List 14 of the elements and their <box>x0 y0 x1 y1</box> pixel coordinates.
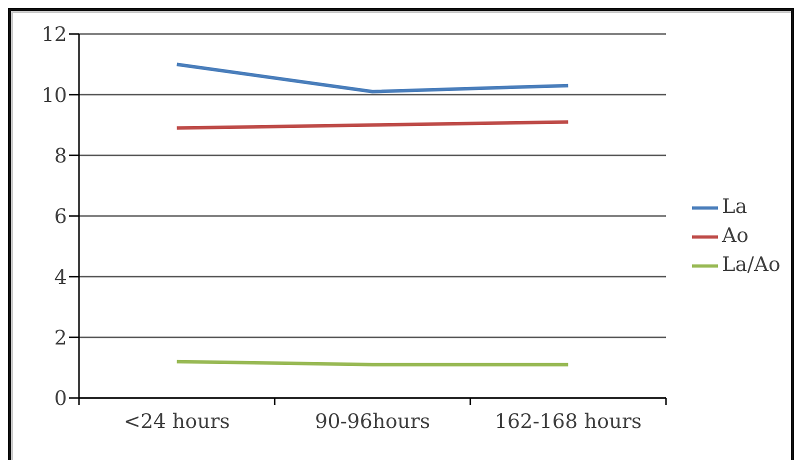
x-tick-label: <24 hours <box>124 409 230 433</box>
y-tick-label: 12 <box>42 22 67 46</box>
y-tick-label: 10 <box>42 82 67 107</box>
y-tick-label: 6 <box>54 204 67 228</box>
y-tick-label: 2 <box>54 325 67 350</box>
x-tick-label: 162-168 hours <box>494 409 642 433</box>
chart-frame: La Ao La/Ao <24 hours 90-96hours 162-168 hours 0 2 4 6 8 10 12 <box>8 8 794 460</box>
y-tick-label: 4 <box>54 264 67 289</box>
y-tick-label: 0 <box>54 386 67 410</box>
y-tick-label: 8 <box>54 143 67 168</box>
legend-label: La <box>722 194 748 218</box>
x-tick-label: 90-96hours <box>314 409 430 433</box>
legend-label: La/Ao <box>722 252 780 276</box>
legend-label: Ao <box>722 223 748 247</box>
